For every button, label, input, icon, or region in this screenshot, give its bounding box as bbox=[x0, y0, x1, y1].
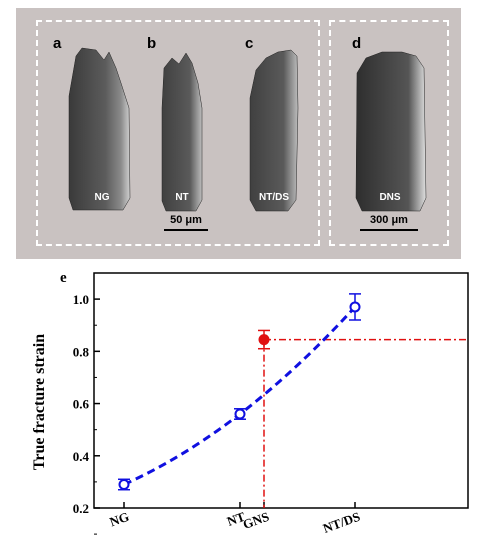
strain-chart: e True fracture strain 0.2 0.4 0.6 0.8 1.0 NG… bbox=[0, 262, 477, 550]
y-tick-label-4: 1.0 bbox=[73, 292, 89, 307]
dashed-frame-dns-sample bbox=[329, 20, 449, 246]
x-tick-label-3: NT/DS bbox=[321, 509, 362, 536]
panel-letter-b: b bbox=[147, 35, 157, 52]
y-tick-label-1: 0.4 bbox=[73, 449, 90, 464]
sem-image-panel: a b c d NG NT NT/DS DNS 50 μm 300 μm bbox=[16, 8, 461, 259]
fit-curve bbox=[123, 305, 357, 486]
y-tick-label-0: 0.2 bbox=[73, 501, 89, 516]
sample-nt-ds bbox=[249, 49, 299, 212]
scalebar-label-50um: 50 μm bbox=[170, 214, 202, 226]
sem-samples bbox=[68, 47, 427, 212]
y-tick-label-2: 0.6 bbox=[73, 397, 90, 412]
dashed-frame-small-samples bbox=[36, 20, 320, 246]
panel-letter-d: d bbox=[352, 35, 362, 52]
y-axis-label: True fracture strain bbox=[31, 334, 48, 470]
x-tick-label-1: NT bbox=[225, 509, 247, 529]
scalebar-label-300um: 300 μm bbox=[370, 214, 408, 226]
sem-label-ng: NG bbox=[94, 192, 110, 203]
blue-series-point-0 bbox=[118, 479, 130, 490]
blue-series-point-2 bbox=[349, 301, 361, 313]
plot-frame bbox=[93, 272, 469, 509]
sem-label-dns: DNS bbox=[379, 192, 401, 203]
scalebar-300um bbox=[360, 229, 418, 231]
x-tick-label-2: GNS bbox=[241, 509, 271, 532]
sem-label-nt-ds: NT/DS bbox=[259, 192, 289, 203]
scalebar-50um bbox=[164, 229, 208, 231]
sample-ng bbox=[68, 47, 131, 211]
y-tick-label-3: 0.8 bbox=[73, 344, 90, 359]
panel-letter-c: c bbox=[245, 35, 254, 52]
sample-nt bbox=[161, 52, 203, 212]
red-series-point-0 bbox=[258, 334, 270, 346]
sample-dns bbox=[355, 51, 427, 212]
chart-svg: e True fracture strain 0.2 0.4 0.6 0.8 1.0 NG… bbox=[31, 270, 469, 536]
blue-series-point-1 bbox=[234, 408, 246, 420]
panel-letter-a: a bbox=[53, 35, 62, 52]
sem-label-nt: NT bbox=[175, 192, 189, 203]
panel-letter-e: e bbox=[60, 270, 67, 286]
x-tick-label-0: NG bbox=[108, 509, 131, 530]
